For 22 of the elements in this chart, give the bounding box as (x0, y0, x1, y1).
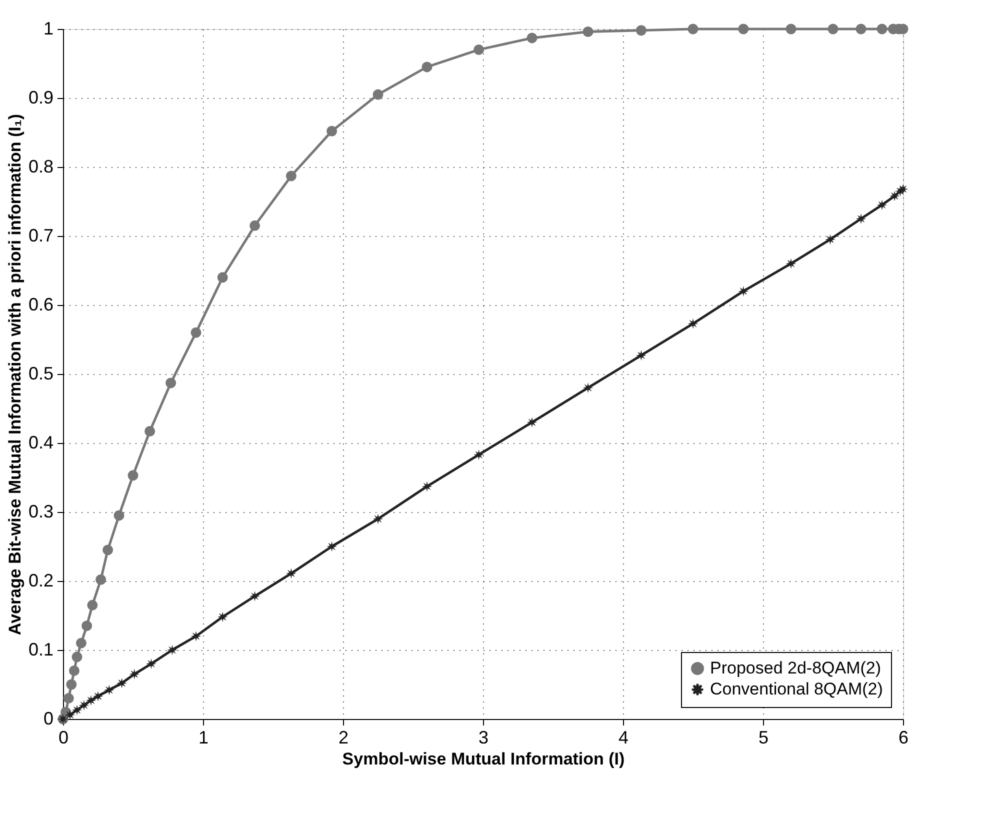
legend-label: Conventional 8QAM(2) (710, 680, 883, 698)
y-tick-label: 0.4 (28, 432, 54, 452)
y-axis-title: Average Bit-wise Mutual Information with a priori information (I₁) (5, 114, 24, 636)
x-tick-label: 6 (898, 728, 909, 748)
x-tick-label: 0 (58, 728, 69, 748)
y-tick-label: 0.7 (28, 226, 54, 246)
x-tick-label: 4 (618, 728, 629, 748)
x-tick-label: 1 (198, 728, 209, 748)
y-tick-label: 1 (43, 18, 54, 38)
y-tick-label: 0.2 (28, 570, 54, 590)
y-tick-label: 0.3 (28, 502, 54, 522)
y-tick-label: 0.5 (28, 364, 54, 384)
y-tick-label: 0 (43, 708, 54, 728)
x-tick-label: 5 (758, 728, 769, 748)
x-tick-label: 3 (478, 728, 489, 748)
legend-label: Proposed 2d-8QAM(2) (710, 658, 882, 678)
y-tick-label: 0.8 (28, 156, 54, 176)
y-tick-label: 0.1 (28, 640, 54, 660)
x-tick-label: 2 (338, 728, 349, 748)
x-axis-title: Symbol-wise Mutual Information (I) (342, 750, 625, 768)
y-tick-label: 0.6 (28, 294, 54, 314)
y-tick-label: 0.9 (28, 88, 54, 108)
